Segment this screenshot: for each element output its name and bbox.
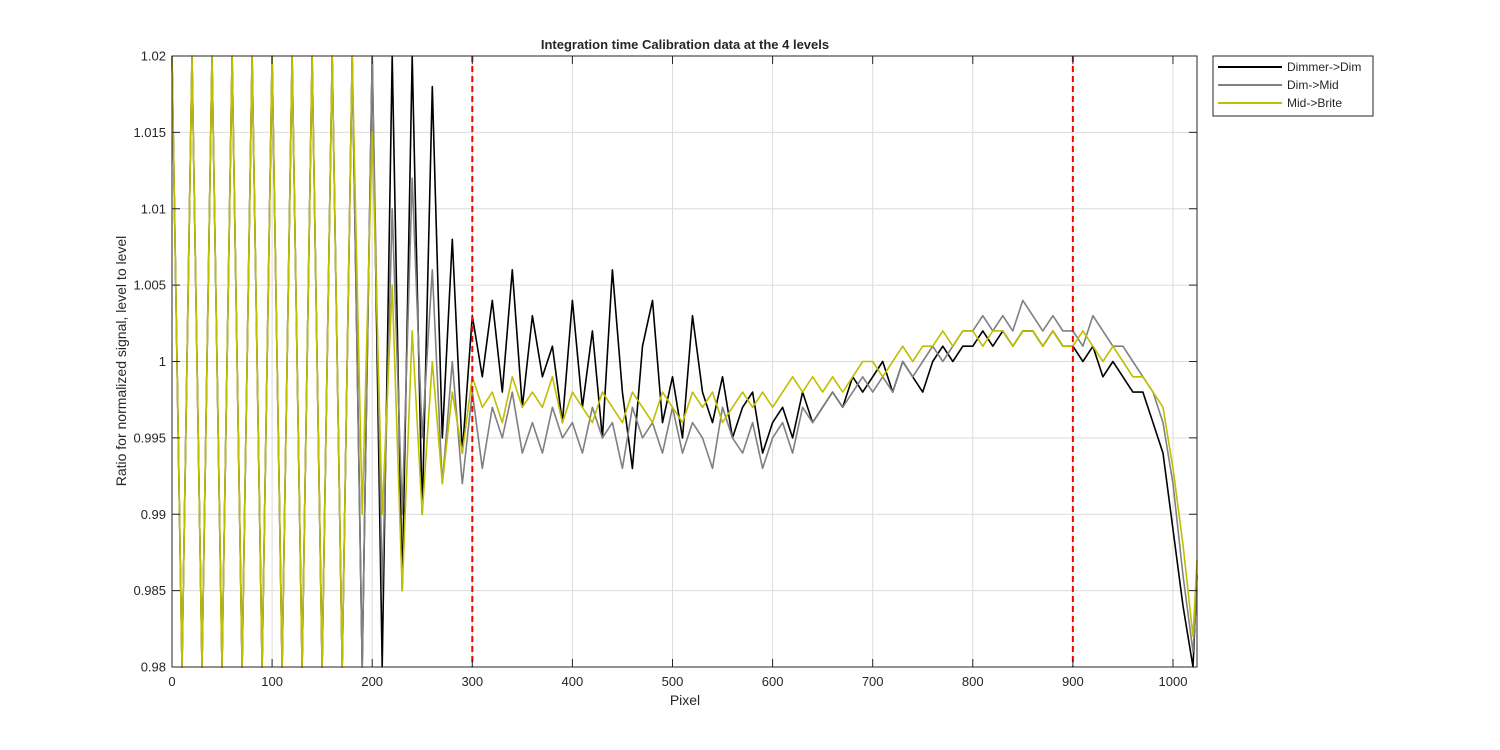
- x-tick-label: 1000: [1159, 674, 1188, 689]
- series-line-3: [171, 55, 1198, 668]
- x-tick-label: 0: [168, 674, 175, 689]
- x-tick-label: 900: [1062, 674, 1084, 689]
- x-tick-label: 100: [261, 674, 283, 689]
- x-axis-label: Pixel: [670, 692, 700, 708]
- legend-label-2: Dim->Mid: [1287, 78, 1339, 92]
- axis-ticks: 0 100 200 300 400 500 600 700 800 900 1000 0.98 0.98…: [133, 49, 1197, 689]
- y-tick-label: 0.98: [141, 660, 166, 675]
- y-tick-label: 0.995: [133, 430, 166, 445]
- chart-title: Integration time Calibration data at the…: [541, 37, 829, 52]
- x-tick-label: 800: [962, 674, 984, 689]
- legend-label-1: Dimmer->Dim: [1287, 60, 1361, 74]
- y-tick-label: 1.02: [141, 49, 166, 64]
- x-tick-label: 500: [662, 674, 684, 689]
- x-tick-label: 400: [562, 674, 584, 689]
- y-tick-label: 1.015: [133, 125, 166, 140]
- series-lines: [171, 55, 1198, 668]
- legend[interactable]: Dimmer->Dim Dim->Mid Mid->Brite: [1212, 55, 1374, 117]
- x-tick-label: 700: [862, 674, 884, 689]
- x-tick-label: 600: [762, 674, 784, 689]
- y-tick-label: 1: [159, 354, 166, 369]
- y-axis-label: Ratio for normalized signal, level to le…: [113, 236, 129, 487]
- y-tick-label: 0.985: [133, 583, 166, 598]
- x-tick-label: 200: [361, 674, 383, 689]
- legend-label-3: Mid->Brite: [1287, 96, 1342, 110]
- reference-lines: [471, 56, 1074, 667]
- y-tick-label: 1.01: [141, 201, 166, 216]
- y-tick-label: 0.99: [141, 507, 166, 522]
- x-tick-label: 300: [461, 674, 483, 689]
- y-tick-label: 1.005: [133, 278, 166, 293]
